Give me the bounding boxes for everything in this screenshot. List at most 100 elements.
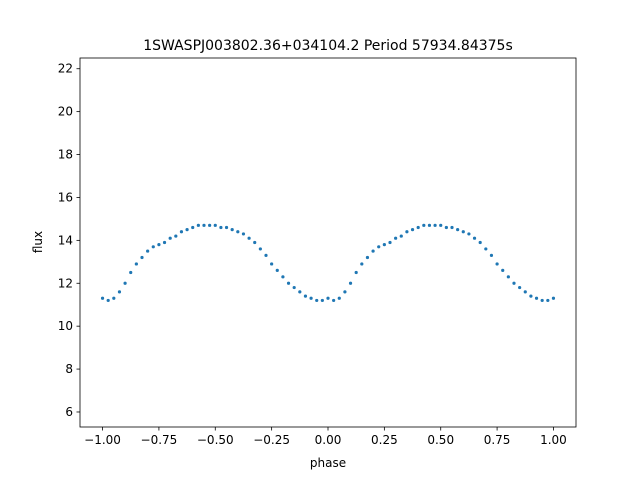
data-point bbox=[433, 223, 437, 227]
data-point bbox=[540, 298, 544, 303]
data-point bbox=[230, 228, 234, 232]
data-point bbox=[157, 243, 161, 247]
y-tick-label: 10 bbox=[58, 319, 73, 333]
data-point bbox=[534, 296, 539, 300]
data-point bbox=[326, 296, 330, 300]
data-point bbox=[506, 275, 510, 279]
data-point bbox=[501, 268, 505, 272]
data-point bbox=[286, 281, 291, 285]
data-point bbox=[151, 245, 155, 249]
y-tick-label: 22 bbox=[58, 62, 73, 76]
data-point bbox=[461, 230, 465, 234]
x-tick-label: −0.75 bbox=[141, 433, 178, 447]
y-axis-ticks: 6 8 10 12 14 16 18 20 22 bbox=[58, 62, 80, 419]
x-tick-label: 0.75 bbox=[484, 433, 511, 447]
data-points bbox=[100, 223, 556, 303]
data-point bbox=[174, 234, 178, 238]
data-point bbox=[410, 228, 415, 232]
data-point bbox=[360, 262, 364, 266]
data-point bbox=[140, 255, 144, 260]
data-point bbox=[219, 225, 223, 230]
y-tick-label: 8 bbox=[65, 362, 73, 376]
data-point bbox=[546, 298, 550, 303]
y-tick-label: 14 bbox=[58, 233, 73, 247]
data-point bbox=[456, 228, 460, 232]
data-point bbox=[117, 290, 122, 294]
x-tick-label: −0.25 bbox=[253, 433, 290, 447]
data-point bbox=[354, 270, 358, 275]
data-point bbox=[208, 223, 212, 227]
data-point bbox=[298, 290, 302, 294]
data-point bbox=[382, 243, 386, 247]
data-point bbox=[275, 268, 279, 272]
data-point bbox=[371, 249, 375, 253]
data-point bbox=[518, 285, 522, 290]
data-point bbox=[416, 225, 420, 230]
data-point bbox=[315, 298, 319, 303]
data-point bbox=[512, 281, 516, 285]
data-point bbox=[292, 285, 296, 290]
x-tick-label: 0.50 bbox=[427, 433, 454, 447]
data-point bbox=[337, 296, 341, 300]
data-point bbox=[196, 223, 200, 227]
data-point bbox=[146, 249, 150, 253]
data-point bbox=[551, 296, 556, 300]
data-point bbox=[112, 296, 116, 300]
data-point bbox=[365, 255, 370, 260]
chart-title: 1SWASPJ003802.36+034104.2 Period 57934.8… bbox=[143, 38, 513, 54]
data-point bbox=[422, 223, 426, 227]
data-point bbox=[224, 225, 229, 230]
x-tick-label: 1.00 bbox=[540, 433, 567, 447]
x-tick-label: 0.25 bbox=[371, 433, 398, 447]
y-tick-label: 18 bbox=[58, 148, 73, 162]
x-tick-label: 0.00 bbox=[315, 433, 342, 447]
data-point bbox=[394, 236, 398, 240]
data-point bbox=[106, 298, 110, 303]
data-point bbox=[213, 223, 217, 227]
data-point bbox=[100, 296, 105, 300]
data-point bbox=[467, 232, 471, 236]
plot-frame bbox=[79, 57, 577, 428]
y-tick-label: 12 bbox=[58, 276, 73, 290]
data-point bbox=[348, 281, 353, 285]
data-point bbox=[444, 225, 448, 230]
y-tick-label: 20 bbox=[58, 105, 73, 119]
data-point bbox=[134, 262, 138, 266]
data-point bbox=[303, 294, 308, 298]
y-tick-label: 16 bbox=[58, 190, 73, 204]
data-point bbox=[377, 245, 381, 249]
data-point bbox=[439, 223, 443, 227]
data-point bbox=[388, 240, 392, 245]
data-point bbox=[253, 240, 257, 245]
data-point bbox=[309, 296, 313, 300]
data-point bbox=[332, 298, 336, 303]
data-point bbox=[258, 247, 262, 251]
data-point bbox=[270, 262, 274, 266]
data-point bbox=[179, 230, 184, 234]
data-point bbox=[264, 253, 268, 257]
data-point bbox=[241, 232, 246, 236]
data-point bbox=[343, 290, 347, 294]
y-tick-label: 6 bbox=[65, 405, 73, 419]
data-point bbox=[484, 247, 488, 251]
data-point bbox=[123, 281, 127, 285]
data-point bbox=[168, 236, 172, 240]
data-point bbox=[129, 270, 133, 275]
data-point bbox=[399, 234, 403, 238]
y-axis-label: flux bbox=[31, 231, 45, 253]
data-point bbox=[523, 290, 527, 294]
data-point bbox=[191, 225, 195, 230]
x-tick-label: −1.00 bbox=[84, 433, 121, 447]
data-point bbox=[472, 236, 477, 240]
data-point bbox=[529, 294, 533, 298]
data-point bbox=[162, 240, 167, 245]
data-point bbox=[185, 228, 189, 232]
data-point bbox=[405, 230, 409, 234]
data-point bbox=[202, 223, 206, 227]
data-point bbox=[489, 253, 494, 257]
data-point bbox=[478, 240, 482, 245]
x-axis-ticks: −1.00 −0.75 −0.50 −0.25 0.00 0.25 0.50 0.75 1.00 bbox=[84, 427, 567, 447]
x-axis-label: phase bbox=[310, 456, 346, 470]
data-point bbox=[427, 223, 432, 227]
